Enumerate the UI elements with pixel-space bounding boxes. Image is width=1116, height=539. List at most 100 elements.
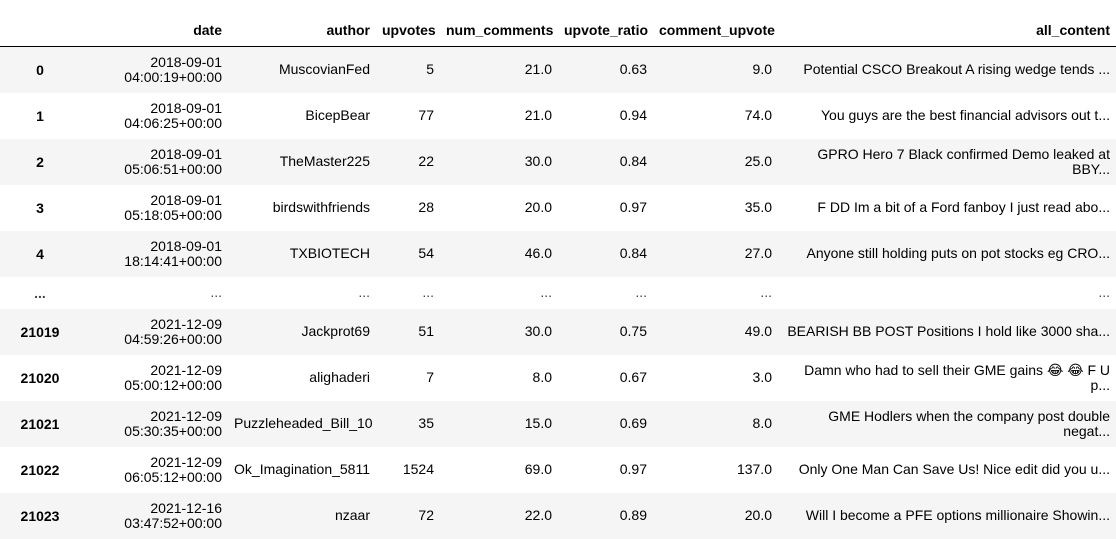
comment-upvote-cell: 25.0: [653, 139, 778, 185]
all-content-cell-line: F DD Im a bit of a Ford fanboy I just re…: [817, 199, 1110, 215]
upvotes-cell: 51: [376, 309, 440, 355]
author-cell: alighaderi: [228, 355, 376, 401]
author-cell: Puzzleheaded_Bill_10: [228, 401, 376, 447]
column-header-comment-upvote: comment_upvote: [653, 14, 778, 47]
all-content-cell: Potential CSCO Breakout A rising wedge t…: [778, 47, 1116, 93]
date-cell-line: 2021-12-09: [150, 453, 222, 470]
table-row: 21020 2021-12-09 05:00:12+00:00 alighaderi 7…: [0, 354, 1116, 401]
date-cell: ...: [80, 277, 228, 309]
row-index: 21019: [20, 323, 60, 340]
upvotes-cell: 72: [376, 493, 440, 539]
date-cell-line: 05:30:35+00:00: [124, 422, 222, 439]
all-content-cell-line: Anyone still holding puts on pot stocks …: [806, 245, 1111, 261]
all-content-cell: GPRO Hero 7 Black confirmed Demo leaked …: [778, 139, 1116, 185]
upvote-ratio-cell: ...: [558, 277, 653, 309]
date-cell-line: 2021-12-09: [150, 315, 222, 332]
author-cell: birdswithfriends: [228, 185, 376, 231]
row-index: 0: [36, 61, 44, 78]
author-cell: TXBIOTECH: [228, 231, 376, 277]
row-index: 21021: [20, 415, 60, 432]
table-row: 21019 2021-12-09 04:59:26+00:00 Jackprot69 5…: [0, 308, 1116, 355]
num-comments-cell: 30.0: [440, 309, 558, 355]
date-cell-line: 2021-12-16: [150, 499, 222, 516]
num-comments-cell-line: 21.0: [524, 107, 552, 123]
author-cell-line: TheMaster225: [279, 153, 370, 169]
num-comments-cell-line: 20.0: [524, 199, 552, 215]
date-cell-line: 2018-09-01: [150, 53, 222, 70]
date-cell-line: 2018-09-01: [150, 145, 222, 162]
author-cell: ...: [228, 277, 376, 309]
column-header-num-comments: num_comments: [440, 14, 558, 47]
header-row: date author upvotes num_comments upvote_…: [0, 14, 1116, 47]
author-cell-line: BicepBear: [305, 107, 370, 123]
row-index: 4: [36, 245, 44, 262]
date-cell: 2021-12-09 05:00:12+00:00: [80, 355, 228, 401]
author-cell-line: ...: [358, 284, 370, 300]
upvote-ratio-cell-line: 0.75: [619, 323, 647, 339]
row-index: 2: [36, 153, 44, 170]
all-content-cell-line: p...: [1090, 376, 1110, 393]
author-cell-line: Puzzleheaded_Bill_10: [234, 415, 373, 431]
all-content-cell: Only One Man Can Save Us! Nice edit did …: [778, 447, 1116, 493]
all-content-cell-line: negat...: [1063, 422, 1110, 439]
comment-upvote-cell-line: 25.0: [744, 153, 772, 169]
upvotes-cell-line: ...: [422, 284, 434, 300]
all-content-cell-line: Potential CSCO Breakout A rising wedge t…: [803, 61, 1110, 78]
upvote-ratio-cell-line: 0.67: [619, 369, 647, 385]
upvotes-cell-line: 22: [418, 153, 434, 169]
all-content-cell-line: GPRO Hero 7 Black confirmed Demo leaked …: [817, 145, 1110, 162]
upvotes-cell: ...: [376, 277, 440, 309]
upvote-ratio-cell: 0.84: [558, 139, 653, 185]
comment-upvote-cell-line: 49.0: [744, 323, 772, 339]
comment-upvote-cell: 49.0: [653, 309, 778, 355]
upvotes-cell-line: 35: [418, 415, 434, 431]
author-cell: Ok_Imagination_5811: [228, 447, 376, 493]
all-content-cell-line: You guys are the best financial advisors…: [821, 107, 1110, 123]
author-cell: Jackprot69: [228, 309, 376, 355]
table-row: 4 2018-09-01 18:14:41+00:00 TXBIOTECH 54 46.0…: [0, 230, 1116, 277]
date-cell-line: 2018-09-01: [150, 99, 222, 116]
upvotes-cell: 77: [376, 93, 440, 139]
upvote-ratio-cell: 0.84: [558, 231, 653, 277]
num-comments-cell-line: 30.0: [524, 323, 552, 339]
date-cell: 2021-12-09 06:05:12+00:00: [80, 447, 228, 493]
column-header-upvotes: upvotes: [376, 14, 440, 47]
all-content-cell-line: GME Hodlers when the company post double: [828, 407, 1110, 424]
comment-upvote-cell-line: 27.0: [744, 245, 772, 261]
all-content-cell-line: BEARISH BB POST Positions I hold like 30…: [787, 323, 1110, 339]
author-cell-line: Jackprot69: [301, 323, 370, 339]
comment-upvote-cell-line: 20.0: [744, 507, 772, 523]
all-content-cell-line: Damn who had to sell their GME gains 😂 😂…: [804, 361, 1110, 378]
author-cell-line: TXBIOTECH: [289, 245, 370, 261]
date-cell: 2021-12-09 04:59:26+00:00: [80, 309, 228, 355]
num-comments-cell-line: 21.0: [524, 61, 552, 78]
upvote-ratio-cell-line: 0.63: [619, 61, 647, 78]
date-cell-line: 05:18:05+00:00: [124, 206, 222, 223]
upvote-ratio-cell: 0.67: [558, 355, 653, 401]
date-cell-line: 04:00:19+00:00: [124, 68, 222, 85]
num-comments-cell-line: 69.0: [524, 461, 552, 477]
row-index: 21020: [20, 369, 60, 386]
all-content-cell: F DD Im a bit of a Ford fanboy I just re…: [778, 185, 1116, 231]
column-header-upvote-ratio: upvote_ratio: [558, 14, 653, 47]
all-content-cell: Damn who had to sell their GME gains 😂 😂…: [778, 355, 1116, 401]
date-cell: 2018-09-01 04:00:19+00:00: [80, 47, 228, 93]
table-body: 0 2018-09-01 04:00:19+00:00 MuscovianFed 5 21…: [0, 46, 1116, 539]
author-cell: MuscovianFed: [228, 47, 376, 93]
upvote-ratio-cell-line: 0.89: [619, 507, 647, 523]
comment-upvote-cell: 3.0: [653, 355, 778, 401]
all-content-cell-line: Only One Man Can Save Us! Nice edit did …: [798, 461, 1110, 477]
upvote-ratio-cell: 0.89: [558, 493, 653, 539]
num-comments-cell: 22.0: [440, 493, 558, 539]
author-cell: BicepBear: [228, 93, 376, 139]
table-row: 1 2018-09-01 04:06:25+00:00 BicepBear 77 21.0…: [0, 92, 1116, 139]
num-comments-cell-line: 46.0: [524, 245, 552, 261]
column-header-all-content: all_content: [778, 14, 1116, 47]
date-cell: 2021-12-09 05:30:35+00:00: [80, 401, 228, 447]
all-content-cell: Will I become a PFE options millionaire …: [778, 493, 1116, 539]
author-cell-line: birdswithfriends: [272, 199, 370, 215]
date-cell-line: 05:00:12+00:00: [124, 376, 222, 393]
table-row: 0 2018-09-01 04:00:19+00:00 MuscovianFed 5 21…: [0, 46, 1116, 93]
all-content-cell-line: Will I become a PFE options millionaire …: [805, 507, 1110, 523]
all-content-cell: GME Hodlers when the company post double…: [778, 401, 1116, 447]
